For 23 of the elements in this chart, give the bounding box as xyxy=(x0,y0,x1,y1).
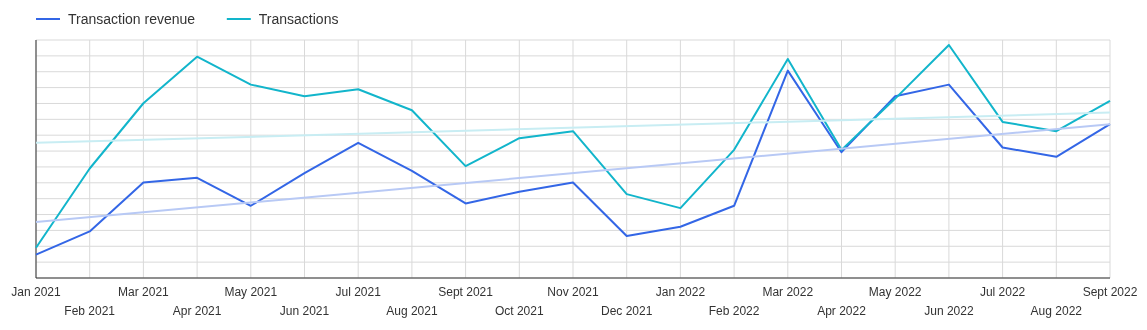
x-tick-label: Feb 2021 xyxy=(64,304,116,318)
legend-label: Transaction revenue xyxy=(68,11,196,27)
x-tick-label: Jun 2021 xyxy=(279,304,330,318)
x-tick-label: Nov 2021 xyxy=(547,285,600,299)
x-tick-label: May 2021 xyxy=(224,285,278,299)
x-tick-label: Sept 2022 xyxy=(1082,285,1138,299)
x-tick-label: Jan 2022 xyxy=(655,285,706,299)
x-tick-label: Mar 2021 xyxy=(118,285,170,299)
x-tick-label: Mar 2022 xyxy=(762,285,814,299)
x-tick-label: Feb 2022 xyxy=(708,304,760,318)
x-tick-label: Jan 2021 xyxy=(11,285,62,299)
x-tick-label: Jun 2022 xyxy=(924,304,974,318)
x-tick-label: Aug 2021 xyxy=(386,304,438,318)
x-tick-label: Apr 2021 xyxy=(172,304,222,318)
x-tick-label: Apr 2022 xyxy=(817,304,867,318)
x-tick-label: Jul 2022 xyxy=(979,285,1026,299)
x-tick-label: Jul 2021 xyxy=(335,285,382,299)
x-tick-label: Oct 2021 xyxy=(494,304,544,318)
legend-label: Transactions xyxy=(258,11,339,27)
x-tick-label: Sept 2021 xyxy=(438,285,494,299)
x-tick-label: Aug 2022 xyxy=(1030,304,1083,318)
x-tick-label: May 2022 xyxy=(868,285,922,299)
x-tick-label: Dec 2021 xyxy=(601,304,653,318)
